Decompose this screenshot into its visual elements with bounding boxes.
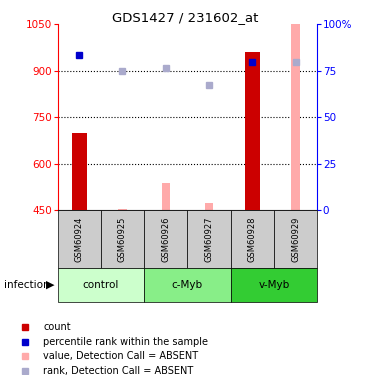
Text: control: control [83,280,119,290]
Text: GSM60928: GSM60928 [248,216,257,262]
Text: infection: infection [4,280,49,290]
Bar [231,210,274,268]
Bar [291,24,300,210]
Bar [274,210,317,268]
Text: GDS1427 / 231602_at: GDS1427 / 231602_at [112,11,259,24]
Text: v-Myb: v-Myb [258,280,289,290]
Text: ▶: ▶ [46,280,54,290]
Bar [245,52,260,210]
Text: GSM60924: GSM60924 [75,216,83,262]
Bar [72,133,87,210]
Bar [144,210,187,268]
Text: GSM60927: GSM60927 [204,216,213,262]
Text: GSM60925: GSM60925 [118,216,127,262]
Bar [58,268,144,302]
Bar [144,268,231,302]
Bar [231,268,317,302]
Bar [187,210,231,268]
Bar [161,183,170,210]
Text: value, Detection Call = ABSENT: value, Detection Call = ABSENT [43,351,198,361]
Text: rank, Detection Call = ABSENT: rank, Detection Call = ABSENT [43,366,193,375]
Bar [205,203,213,210]
Bar [118,209,127,210]
Text: percentile rank within the sample: percentile rank within the sample [43,337,208,347]
Text: count: count [43,322,71,332]
Text: GSM60929: GSM60929 [291,216,300,262]
Text: c-Myb: c-Myb [172,280,203,290]
Text: GSM60926: GSM60926 [161,216,170,262]
Bar [101,210,144,268]
Bar [58,210,101,268]
